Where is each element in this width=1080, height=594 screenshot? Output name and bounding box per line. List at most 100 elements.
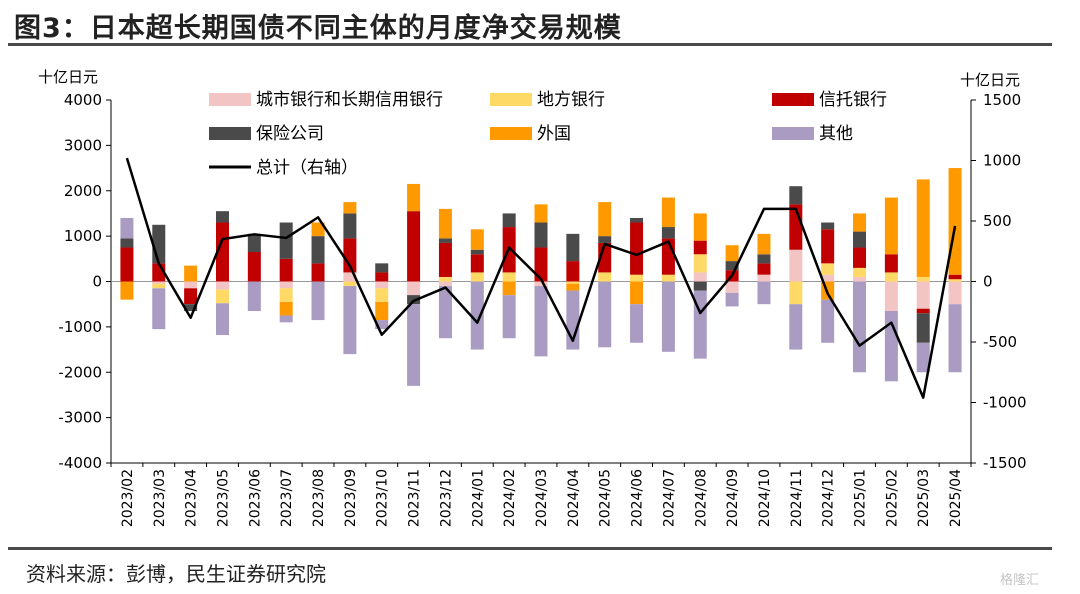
x-tick-label: 2024/05 — [598, 469, 614, 527]
legend-swatch — [209, 127, 251, 140]
bar-segment — [661, 197, 675, 228]
bar-segment — [375, 301, 389, 321]
bar-segment — [916, 179, 930, 277]
bar-segment — [470, 272, 484, 282]
bar-segment — [821, 229, 835, 264]
legend-label: 城市银行和长期信用银行 — [256, 90, 443, 110]
bar-segment — [247, 281, 261, 311]
bar-segment — [693, 213, 707, 241]
bar-segment — [853, 281, 867, 373]
bar-segment — [375, 263, 389, 273]
bar-segment — [630, 281, 644, 305]
bar-segment — [693, 272, 707, 282]
bar-segment — [279, 301, 293, 316]
bar-segment — [534, 204, 548, 223]
bar-segment — [789, 249, 803, 282]
bar-segment — [693, 281, 707, 291]
x-tick-label: 2023/02 — [120, 469, 136, 527]
bar-segment — [661, 227, 675, 239]
y-tick-label: -4000 — [58, 454, 102, 472]
bar-segment — [725, 245, 739, 262]
bar-segment — [184, 281, 198, 289]
legend-swatch — [490, 127, 532, 140]
legend-label: 外国 — [537, 124, 571, 144]
y-tick-label: 4000 — [64, 91, 102, 109]
bar-segment — [215, 303, 229, 336]
bar-segment — [407, 211, 421, 282]
bar-segment — [215, 289, 229, 304]
bar-segment — [215, 211, 229, 223]
bar-segment — [853, 267, 867, 277]
x-tick-label: 2025/03 — [916, 469, 932, 527]
bar-segment — [853, 213, 867, 232]
bar-segment — [343, 202, 357, 214]
x-tick-label: 2024/09 — [725, 469, 741, 527]
bar-segment — [948, 281, 962, 305]
bar-segment — [630, 274, 644, 282]
bar-segment — [566, 283, 580, 291]
x-tick-label: 2023/06 — [247, 469, 263, 527]
bar-segment — [853, 276, 867, 282]
bar-segment — [916, 308, 930, 314]
bar-segment — [566, 281, 580, 284]
bar-segment — [948, 279, 962, 282]
x-tick-label: 2024/04 — [566, 469, 582, 527]
x-tick-label: 2024/01 — [470, 469, 486, 527]
y2-tick-label: 1000 — [983, 152, 1021, 170]
bar-segment — [438, 208, 452, 239]
bar-segment — [407, 183, 421, 212]
bar-segment — [311, 222, 325, 237]
y-tick-label: -1000 — [58, 318, 102, 336]
legend-swatch — [772, 93, 814, 106]
x-tick-label: 2023/11 — [407, 469, 423, 527]
x-tick-label: 2024/02 — [502, 469, 518, 527]
y-tick-label: 3000 — [64, 136, 102, 154]
legend-label: 信托银行 — [819, 90, 887, 110]
x-tick-label: 2023/08 — [311, 469, 327, 527]
watermark-text: 格隆汇 — [1000, 573, 1040, 588]
bar-segment — [502, 272, 516, 282]
bar-segment — [916, 281, 930, 309]
legend-label: 地方银行 — [537, 90, 605, 110]
footer-divider — [8, 547, 1052, 550]
bar-segment — [566, 233, 580, 262]
bar-segment — [375, 281, 389, 289]
y-axis-label: 十亿日元 — [38, 68, 98, 86]
bar-segment — [215, 222, 229, 282]
x-tick-label: 2024/11 — [789, 469, 805, 527]
bar-segment — [279, 315, 293, 323]
bar-segment — [279, 288, 293, 302]
y2-tick-label: 1500 — [983, 91, 1021, 109]
total-line — [125, 157, 957, 399]
bar-segment — [247, 252, 261, 282]
bar-segment — [534, 286, 548, 357]
bar-segment — [821, 299, 835, 343]
y2-tick-label: -1000 — [983, 394, 1027, 412]
bar-segment — [757, 281, 771, 305]
bar-segment — [948, 168, 962, 275]
bar-segment — [343, 272, 357, 282]
bar-segment — [534, 222, 548, 248]
bar-segment — [534, 247, 548, 282]
legend-swatch — [490, 93, 532, 106]
bar-segment — [184, 288, 198, 305]
bar-segment — [184, 304, 198, 311]
bar-segment — [948, 274, 962, 280]
title-divider — [8, 43, 1052, 46]
bar-segment — [407, 281, 421, 296]
x-tick-label: 2023/07 — [279, 469, 295, 527]
y2-tick-label: -500 — [983, 333, 1017, 351]
bar-segment — [502, 213, 516, 228]
bar-segment — [470, 254, 484, 273]
x-tick-label: 2023/09 — [343, 469, 359, 527]
bar-segment — [438, 276, 452, 282]
bar-segment — [821, 274, 835, 282]
y2-axis-label: 十亿日元 — [960, 71, 1020, 89]
bar-segment — [821, 222, 835, 230]
bar-segment — [757, 274, 771, 282]
bar-segment — [916, 342, 930, 373]
bar-segment — [884, 272, 898, 282]
bar-segment — [884, 281, 898, 311]
y-tick-label: 1000 — [64, 227, 102, 245]
bar-segment — [120, 217, 134, 239]
